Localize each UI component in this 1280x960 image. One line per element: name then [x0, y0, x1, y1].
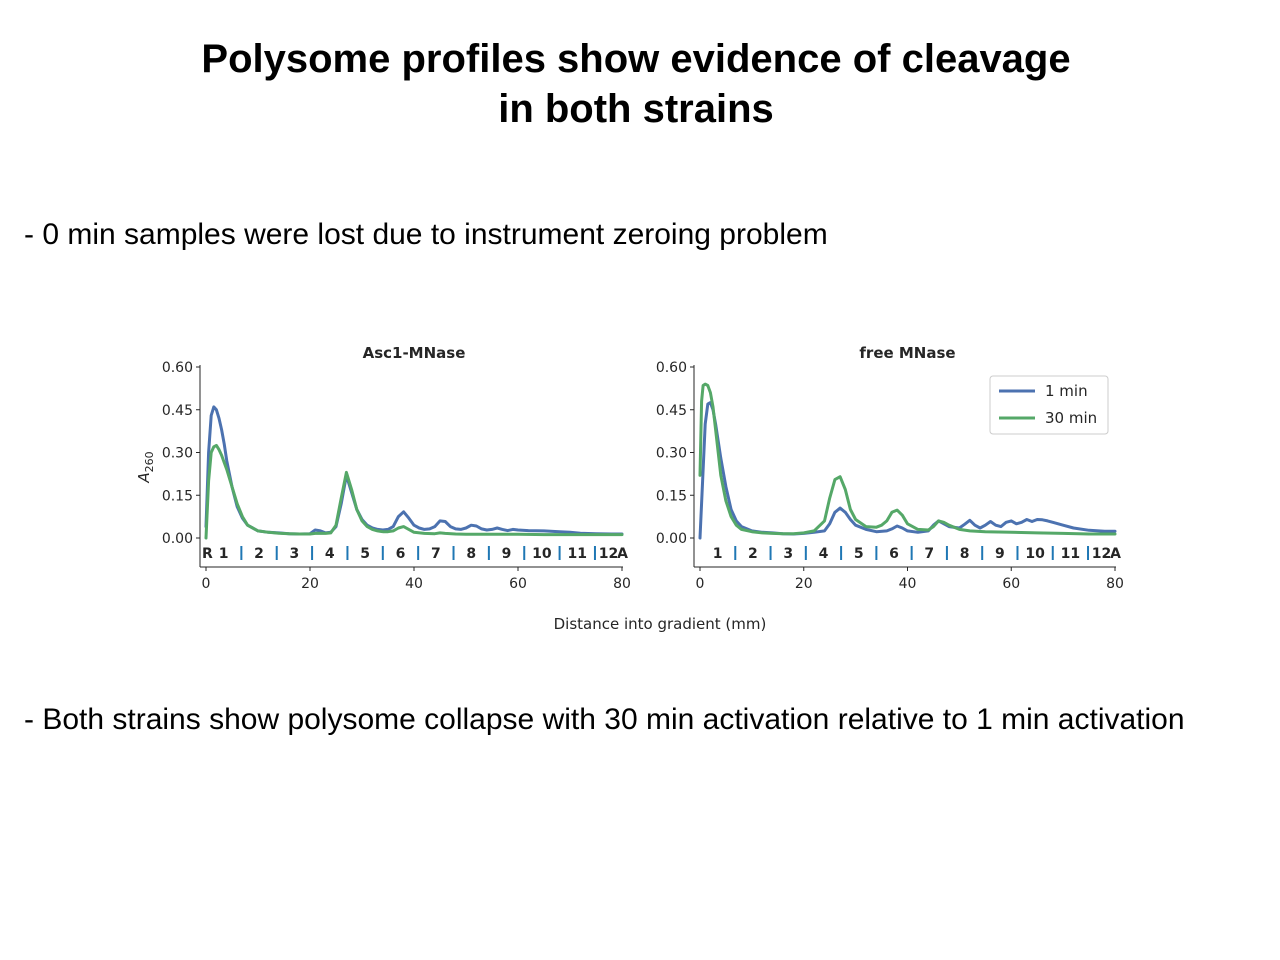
- fraction-label: 7: [431, 546, 441, 562]
- x-tick-label: 20: [301, 576, 319, 592]
- fraction-label: 3: [290, 546, 300, 562]
- fraction-label: A: [617, 546, 628, 562]
- fraction-label: 8: [960, 546, 970, 562]
- fraction-label: 5: [854, 546, 864, 562]
- panel-asc1-mnase: Asc1-MNase 0.00 0.15 0.30 0.45 0.60 0 20 40 60 80 R…: [162, 344, 631, 592]
- fraction-label: 6: [396, 546, 406, 562]
- y-axis-label-subscript: 260: [143, 451, 156, 472]
- fraction-label: 11: [1061, 546, 1080, 562]
- y-tick-label: 0.45: [162, 403, 193, 419]
- series-line-30-min: [698, 382, 1117, 536]
- series-line-1-min: [204, 405, 624, 536]
- fraction-label: 4: [819, 546, 829, 562]
- bullet-polysome-collapse: - Both strains show polysome collapse wi…: [24, 703, 1185, 736]
- x-tick-label: 40: [405, 576, 423, 592]
- slide-title: Polysome profiles show evidence of cleav…: [0, 34, 1272, 134]
- y-axis-label: A260: [135, 451, 156, 483]
- y-tick-label: 0.45: [656, 403, 687, 419]
- fraction-label: 6: [889, 546, 899, 562]
- y-tick-label: 0.30: [656, 446, 687, 462]
- chart-title: Asc1-MNase: [363, 344, 466, 362]
- chart-title: free MNase: [859, 344, 955, 362]
- fraction-label: 10: [532, 546, 552, 562]
- series-line-1-min: [698, 401, 1117, 540]
- series-line-30-min: [204, 443, 624, 540]
- x-tick-label: 60: [1002, 576, 1020, 592]
- fraction-label: 7: [924, 546, 934, 562]
- x-tick-label: 20: [795, 576, 813, 592]
- fraction-label: 12: [1092, 546, 1111, 562]
- y-tick-label: 0.15: [656, 488, 687, 504]
- fraction-label: 1: [219, 546, 229, 562]
- fraction-label: 12: [599, 546, 618, 562]
- fraction-label: A: [1110, 546, 1121, 562]
- slide-title-line-1: Polysome profiles show evidence of cleav…: [201, 37, 1071, 81]
- fraction-label: 5: [360, 546, 370, 562]
- fraction-label: 9: [502, 546, 512, 562]
- fraction-label: 10: [1025, 546, 1045, 562]
- fraction-label: 3: [783, 546, 793, 562]
- x-tick-label: 80: [1106, 576, 1124, 592]
- slide-title-line-2: in both strains: [498, 87, 774, 131]
- x-tick-label: 80: [613, 576, 631, 592]
- fraction-label: 4: [325, 546, 335, 562]
- fraction-label: R: [202, 546, 213, 562]
- x-axis-label: Distance into gradient (mm): [554, 615, 767, 633]
- fraction-label: 2: [748, 546, 758, 562]
- x-tick-label: 0: [696, 576, 705, 592]
- bullet-zero-min-lost: - 0 min samples were lost due to instrum…: [24, 218, 828, 251]
- x-tick-label: 60: [509, 576, 527, 592]
- x-tick-label: 0: [202, 576, 211, 592]
- panel-free-mnase: free MNase 0.00 0.15 0.30 0.45 0.60 0 20 40 60 80 1…: [656, 344, 1124, 592]
- fraction-label: 2: [254, 546, 264, 562]
- fraction-label: 9: [995, 546, 1005, 562]
- y-tick-label: 0.30: [162, 446, 193, 462]
- y-tick-label: 0.60: [162, 360, 193, 376]
- fraction-label: 8: [466, 546, 476, 562]
- chart-legend: 1 min 30 min: [989, 375, 1109, 435]
- y-tick-label: 0.00: [656, 531, 687, 547]
- y-tick-label: 0.15: [162, 488, 193, 504]
- y-tick-label: 0.00: [162, 531, 193, 547]
- y-tick-label: 0.60: [656, 360, 687, 376]
- x-tick-label: 40: [899, 576, 917, 592]
- legend-label: 30 min: [1045, 409, 1097, 427]
- fraction-label: 1: [713, 546, 723, 562]
- legend-label: 1 min: [1045, 382, 1088, 400]
- y-axis-label-main: A: [135, 472, 153, 483]
- fraction-label: 11: [568, 546, 587, 562]
